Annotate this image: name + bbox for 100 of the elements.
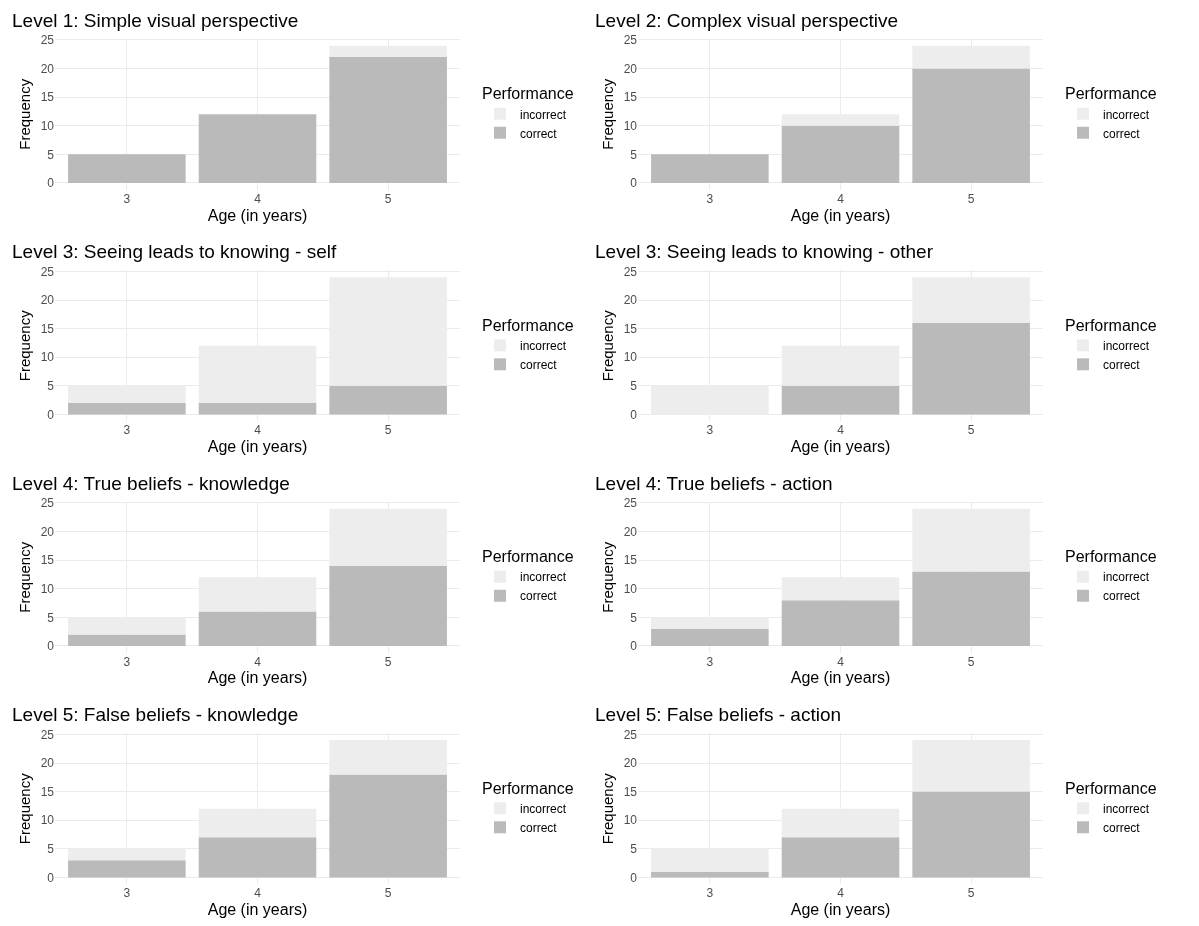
y-tick-label: 10: [623, 350, 638, 365]
y-tick-label: 25: [40, 33, 55, 48]
y-tick-label: 0: [47, 407, 55, 422]
bar: [329, 385, 447, 415]
legend-label: incorrect: [1103, 570, 1150, 585]
y-tick-label: 15: [40, 553, 55, 568]
bar: [198, 402, 317, 415]
chart-title: Level 2: Complex visual perspective: [595, 10, 899, 31]
legend-label: correct: [520, 820, 558, 835]
chart-title: Level 3: Seeing leads to knowing - self: [12, 241, 337, 262]
y-tick-label: 5: [630, 147, 638, 162]
x-axis-title: Age (in years): [790, 900, 891, 918]
x-tick-label: 3: [123, 191, 131, 206]
legend-title: Performance: [1065, 316, 1157, 334]
x-axis-title: Age (in years): [207, 669, 308, 687]
y-axis-title: Frequency: [15, 309, 33, 382]
y-tick-label: 15: [623, 90, 638, 105]
legend-title: Performance: [482, 779, 574, 797]
bar: [198, 114, 317, 183]
chart-title: Level 4: True beliefs - knowledge: [12, 473, 290, 494]
y-tick-label: 5: [47, 842, 55, 857]
y-tick-label: 10: [40, 118, 55, 133]
y-axis-title: Frequency: [15, 541, 33, 613]
bar: [912, 571, 1030, 646]
y-tick-label: 15: [623, 784, 638, 799]
y-axis-title: Frequency: [15, 772, 33, 845]
x-tick-label: 4: [837, 654, 845, 669]
y-tick-label: 5: [47, 147, 55, 162]
x-tick-label: 4: [837, 886, 845, 901]
x-tick-label: 4: [254, 654, 262, 669]
bar: [651, 628, 769, 646]
x-axis-title: Age (in years): [790, 437, 891, 455]
bar: [781, 125, 900, 183]
x-tick-label: 3: [123, 886, 131, 901]
bar: [68, 402, 186, 415]
y-tick-label: 0: [630, 407, 638, 422]
y-axis-title: Frequency: [598, 541, 616, 613]
bar: [329, 57, 447, 183]
y-tick-label: 0: [47, 176, 55, 191]
legend-title: Performance: [482, 85, 574, 103]
y-tick-label: 5: [630, 379, 638, 394]
legend-title: Performance: [482, 548, 574, 566]
y-tick-label: 0: [630, 176, 638, 191]
y-tick-label: 20: [623, 293, 638, 308]
x-tick-label: 3: [706, 423, 714, 438]
bar: [781, 600, 900, 646]
x-tick-label: 5: [967, 191, 975, 206]
x-tick-label: 3: [706, 886, 714, 901]
y-tick-label: 20: [623, 756, 638, 771]
x-axis-title: Age (in years): [790, 669, 891, 687]
y-tick-label: 25: [623, 264, 638, 279]
x-axis-title: Age (in years): [790, 206, 891, 224]
x-tick-label: 4: [254, 191, 262, 206]
bar: [329, 565, 447, 646]
bar: [781, 837, 900, 878]
y-tick-label: 15: [40, 784, 55, 799]
y-tick-label: 0: [47, 870, 55, 885]
legend-label: correct: [1103, 126, 1141, 141]
y-tick-label: 15: [40, 90, 55, 105]
y-tick-label: 20: [40, 293, 55, 308]
y-tick-label: 15: [623, 553, 638, 568]
x-tick-label: 5: [384, 423, 392, 438]
bar: [781, 385, 900, 415]
x-tick-label: 3: [706, 191, 714, 206]
x-axis-title: Age (in years): [207, 206, 308, 224]
legend-label: incorrect: [520, 570, 567, 585]
x-axis-title: Age (in years): [207, 900, 308, 918]
legend-label: correct: [520, 126, 558, 141]
x-tick-label: 4: [837, 423, 845, 438]
y-tick-label: 25: [623, 496, 638, 511]
legend-label: incorrect: [520, 339, 567, 353]
y-tick-label: 20: [623, 524, 638, 539]
bar: [68, 634, 186, 646]
y-tick-label: 0: [630, 870, 638, 885]
x-tick-label: 5: [967, 886, 975, 901]
y-axis-title: Frequency: [598, 78, 616, 150]
y-tick-label: 5: [630, 842, 638, 857]
y-tick-label: 25: [40, 264, 55, 279]
x-tick-label: 3: [123, 654, 131, 669]
x-tick-label: 5: [967, 423, 975, 438]
x-tick-label: 4: [254, 423, 262, 438]
legend-label: correct: [520, 358, 558, 372]
y-tick-label: 25: [623, 727, 638, 742]
x-tick-label: 5: [384, 654, 392, 669]
y-tick-label: 10: [623, 813, 638, 828]
x-tick-label: 3: [706, 654, 714, 669]
legend-label: incorrect: [1103, 339, 1150, 353]
y-tick-label: 25: [623, 33, 638, 48]
legend-title: Performance: [1065, 779, 1157, 797]
legend-title: Performance: [1065, 85, 1157, 103]
legend-label: incorrect: [1103, 801, 1150, 816]
bar: [198, 837, 317, 878]
bar: [912, 322, 1030, 415]
y-tick-label: 25: [40, 727, 55, 742]
legend-label: correct: [520, 589, 558, 604]
x-tick-label: 4: [837, 191, 845, 206]
y-tick-label: 20: [40, 61, 55, 76]
chart-title: Level 5: False beliefs - action: [595, 704, 842, 725]
bar: [329, 774, 447, 878]
chart-title: Level 3: Seeing leads to knowing - other: [595, 241, 934, 262]
